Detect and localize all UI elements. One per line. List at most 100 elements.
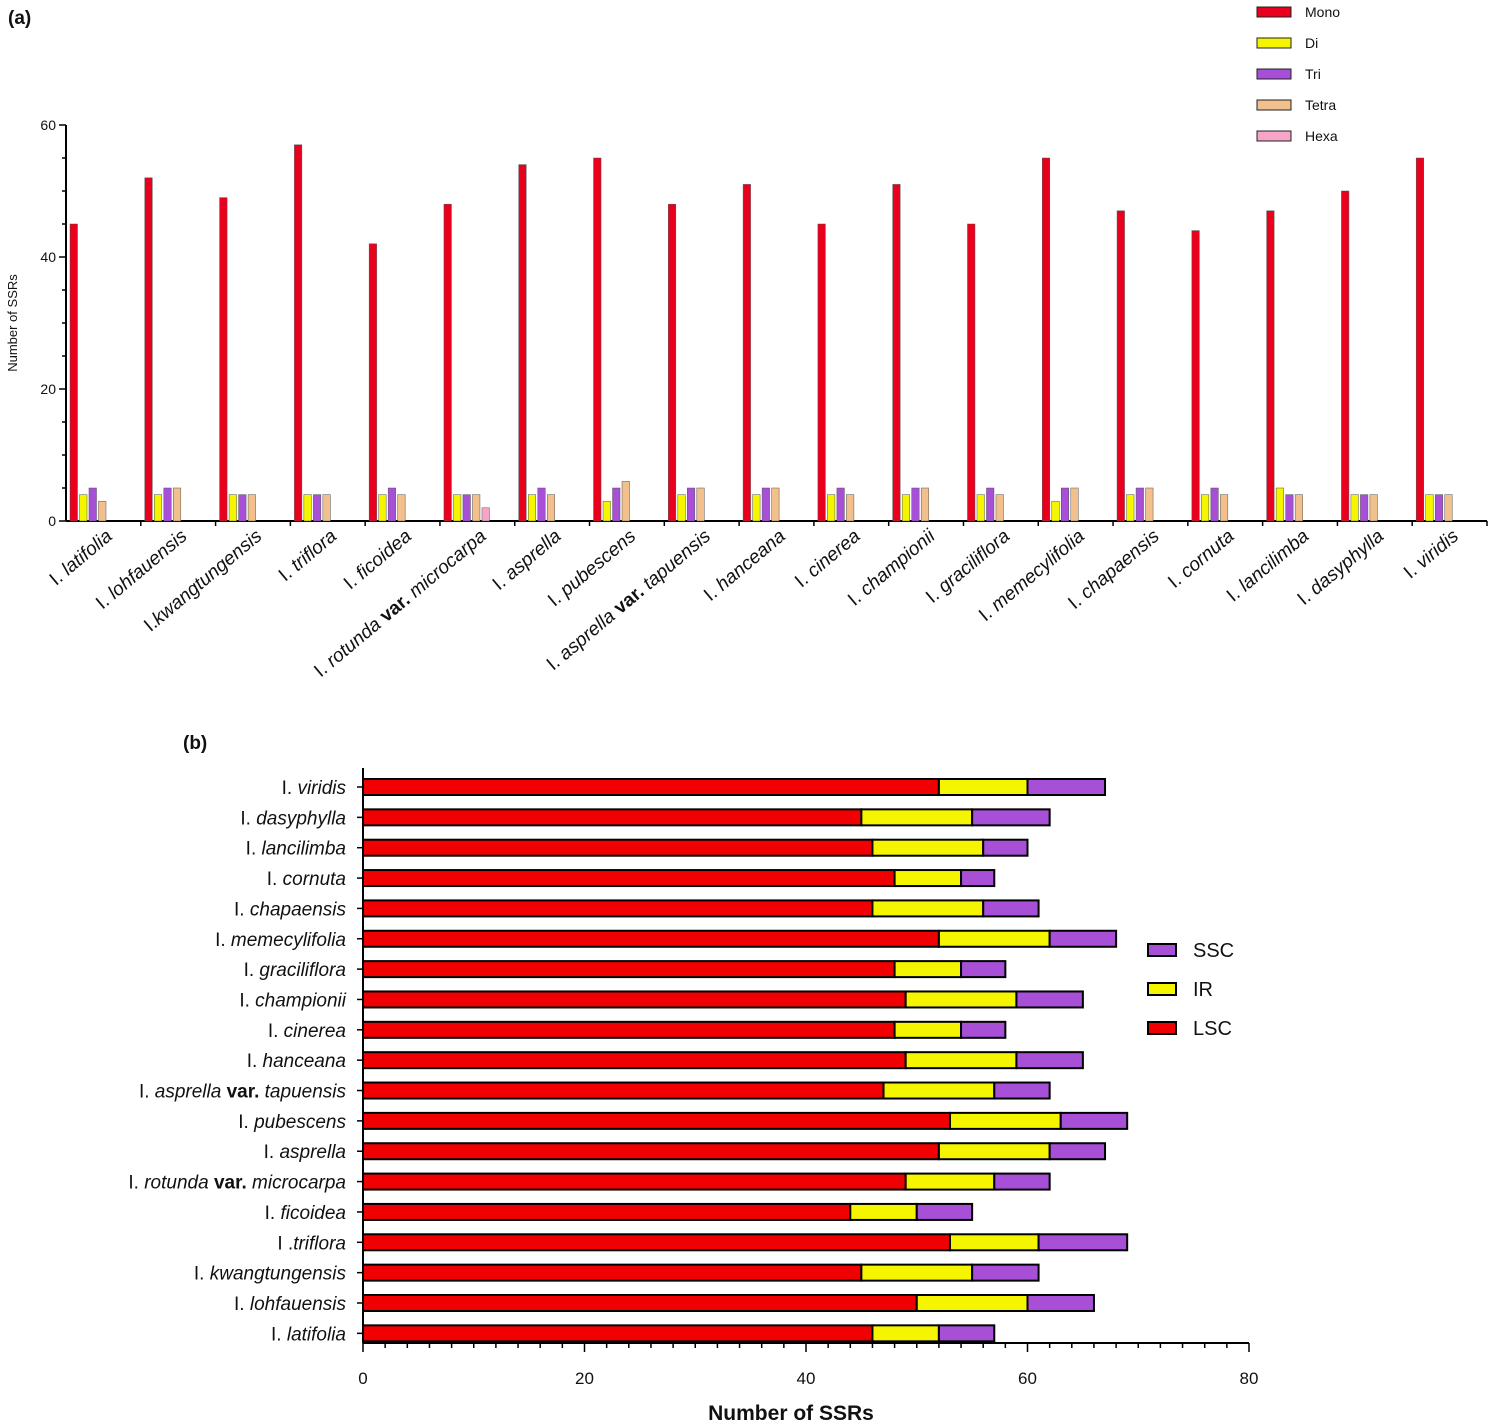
bar-di-rotunda-microcarpa: [453, 494, 462, 522]
bar-ir-lancilimba: [871, 838, 985, 857]
bar-mono-championii: [892, 184, 901, 522]
y-category-label: I. cornuta: [267, 869, 346, 890]
bar-tri-triflora: [313, 494, 322, 522]
y-category-label: I. graciliflora: [244, 960, 346, 981]
bar-ssc-latifolia: [937, 1324, 996, 1343]
bar-mono-viridis: [1415, 157, 1424, 522]
bar-mono-asprella: [518, 164, 527, 522]
bar-tetra-cornuta: [1220, 494, 1229, 522]
bar-tetra-memecylifolia: [1070, 487, 1079, 522]
bar-ir-hanceana: [904, 1051, 1018, 1070]
x-tick-label: 20: [575, 1369, 594, 1388]
y-category-label: I. ficoidea: [265, 1203, 346, 1224]
bar-ssc-pubescens: [1059, 1111, 1129, 1130]
x-axis-label: Number of SSRs: [708, 1402, 874, 1425]
bar-mono-graciliflora: [967, 223, 976, 522]
bar-tri-cornuta: [1210, 487, 1219, 522]
bar-tetra-lancilimba: [1294, 494, 1303, 522]
bar-tetra-graciliflora: [995, 494, 1004, 522]
y-category-label: I. viridis: [282, 778, 347, 799]
bar-mono-chapaensis: [1116, 210, 1125, 522]
bar-lsc-viridis: [362, 778, 940, 796]
bar-di-triflora: [303, 494, 312, 522]
bar-tri-asprella-tapuensis: [687, 487, 696, 522]
bar-di-cornuta: [1201, 494, 1210, 522]
bar-tri-kwangtungensis: [238, 494, 247, 522]
bar-ir-asprella: [937, 1142, 1051, 1161]
bar-ir-cornuta: [893, 869, 963, 888]
y-category-label: I .triflora: [277, 1233, 346, 1254]
bar-lsc-ficoidea: [362, 1202, 852, 1221]
y-category-label: I. lohfauensis: [234, 1294, 346, 1315]
bar-mono-rotunda-microcarpa: [443, 203, 452, 522]
bar-tri-cinerea: [836, 487, 845, 522]
legend-swatch-ir: [1147, 982, 1177, 996]
bar-lsc-rotunda-microcarpa: [362, 1172, 907, 1191]
bar-ssc-hanceana: [1015, 1051, 1084, 1070]
bar-ir-memecylifolia: [937, 929, 1051, 948]
y-category-label: I. asprella: [264, 1142, 346, 1163]
x-tick-label: 0: [358, 1369, 367, 1388]
x-category-label: I. cornuta: [1164, 526, 1238, 593]
bar-mono-dasyphylla: [1341, 190, 1350, 522]
bar-tetra-championii: [920, 487, 929, 522]
bar-tetra-kwangtungensis: [247, 494, 256, 522]
bar-ir-ficoidea: [849, 1202, 918, 1221]
bar-ssc-viridis: [1026, 778, 1107, 796]
bar-ssc-chapaensis: [982, 899, 1040, 918]
bar-lsc-memecylifolia: [362, 929, 940, 948]
bar-lsc-cornuta: [362, 869, 896, 888]
y-tick-label: 60: [40, 117, 56, 133]
y-category-label: I. hanceana: [247, 1051, 346, 1072]
bar-ir-chapaensis: [871, 899, 985, 918]
y-category-label: I. lancilimba: [246, 839, 346, 860]
bar-mono-memecylifolia: [1042, 157, 1051, 522]
x-category-label: I. hanceana: [700, 526, 790, 606]
bar-tri-championii: [911, 487, 920, 522]
bar-hexa-rotunda-microcarpa: [481, 507, 490, 522]
bar-ssc-memecylifolia: [1048, 929, 1118, 948]
legend-swatch-lsc: [1147, 1021, 1177, 1035]
panel-b-label: (b): [183, 733, 207, 754]
y-category-label: I. asprella var. tapuensis: [139, 1082, 347, 1103]
bar-ir-asprella-tapuensis: [882, 1081, 996, 1100]
y-tick-label: 0: [48, 513, 56, 529]
bar-ssc-dasyphylla: [971, 808, 1051, 827]
bar-tetra-hanceana: [771, 487, 780, 522]
bar-di-graciliflora: [976, 494, 985, 522]
legend-label-mono: Mono: [1305, 4, 1340, 20]
x-category-label: I. latifolia: [46, 526, 117, 590]
bar-mono-kwangtungensis: [219, 197, 228, 522]
bar-lsc-cinerea: [362, 1020, 896, 1039]
bar-ir-latifolia: [871, 1324, 940, 1343]
bar-ssc-graciliflora: [960, 960, 1007, 979]
bar-lsc-asprella-tapuensis: [362, 1081, 885, 1100]
bar-tri-hanceana: [761, 487, 770, 522]
bar-tri-lohfauensis: [163, 487, 172, 522]
bar-ir-rotunda-microcarpa: [904, 1172, 996, 1191]
x-category-label: I. asprella: [489, 526, 566, 595]
legend-swatch-mono: [1256, 6, 1292, 18]
legend-label-tetra: Tetra: [1305, 97, 1336, 113]
legend-label-tri: Tri: [1305, 66, 1321, 82]
bar-di-lancilimba: [1275, 487, 1284, 522]
bar-tetra-cinerea: [846, 494, 855, 522]
bar-di-championii: [901, 494, 910, 522]
bar-ssc-kwangtungensis: [971, 1263, 1040, 1282]
bar-di-dasyphylla: [1350, 494, 1359, 522]
bar-lsc-latifolia: [362, 1324, 874, 1343]
y-category-label: I. kwangtungensis: [194, 1264, 347, 1285]
bar-tri-lancilimba: [1285, 494, 1294, 522]
x-category-label: I. ficoidea: [340, 526, 416, 594]
x-tick-label: 60: [1018, 1369, 1037, 1388]
bar-ssc-asprella: [1048, 1142, 1107, 1161]
bar-mono-lancilimba: [1266, 210, 1275, 522]
bar-tri-ficoidea: [387, 487, 396, 522]
y-category-label: I. pubescens: [238, 1112, 346, 1133]
bar-ssc-rotunda-microcarpa: [993, 1172, 1051, 1191]
bar-tri-latifolia: [88, 487, 97, 522]
bar-ir-triflora: [948, 1233, 1040, 1252]
bar-tetra-chapaensis: [1145, 487, 1154, 522]
bar-mono-asprella-tapuensis: [668, 203, 677, 522]
bar-tri-chapaensis: [1135, 487, 1144, 522]
